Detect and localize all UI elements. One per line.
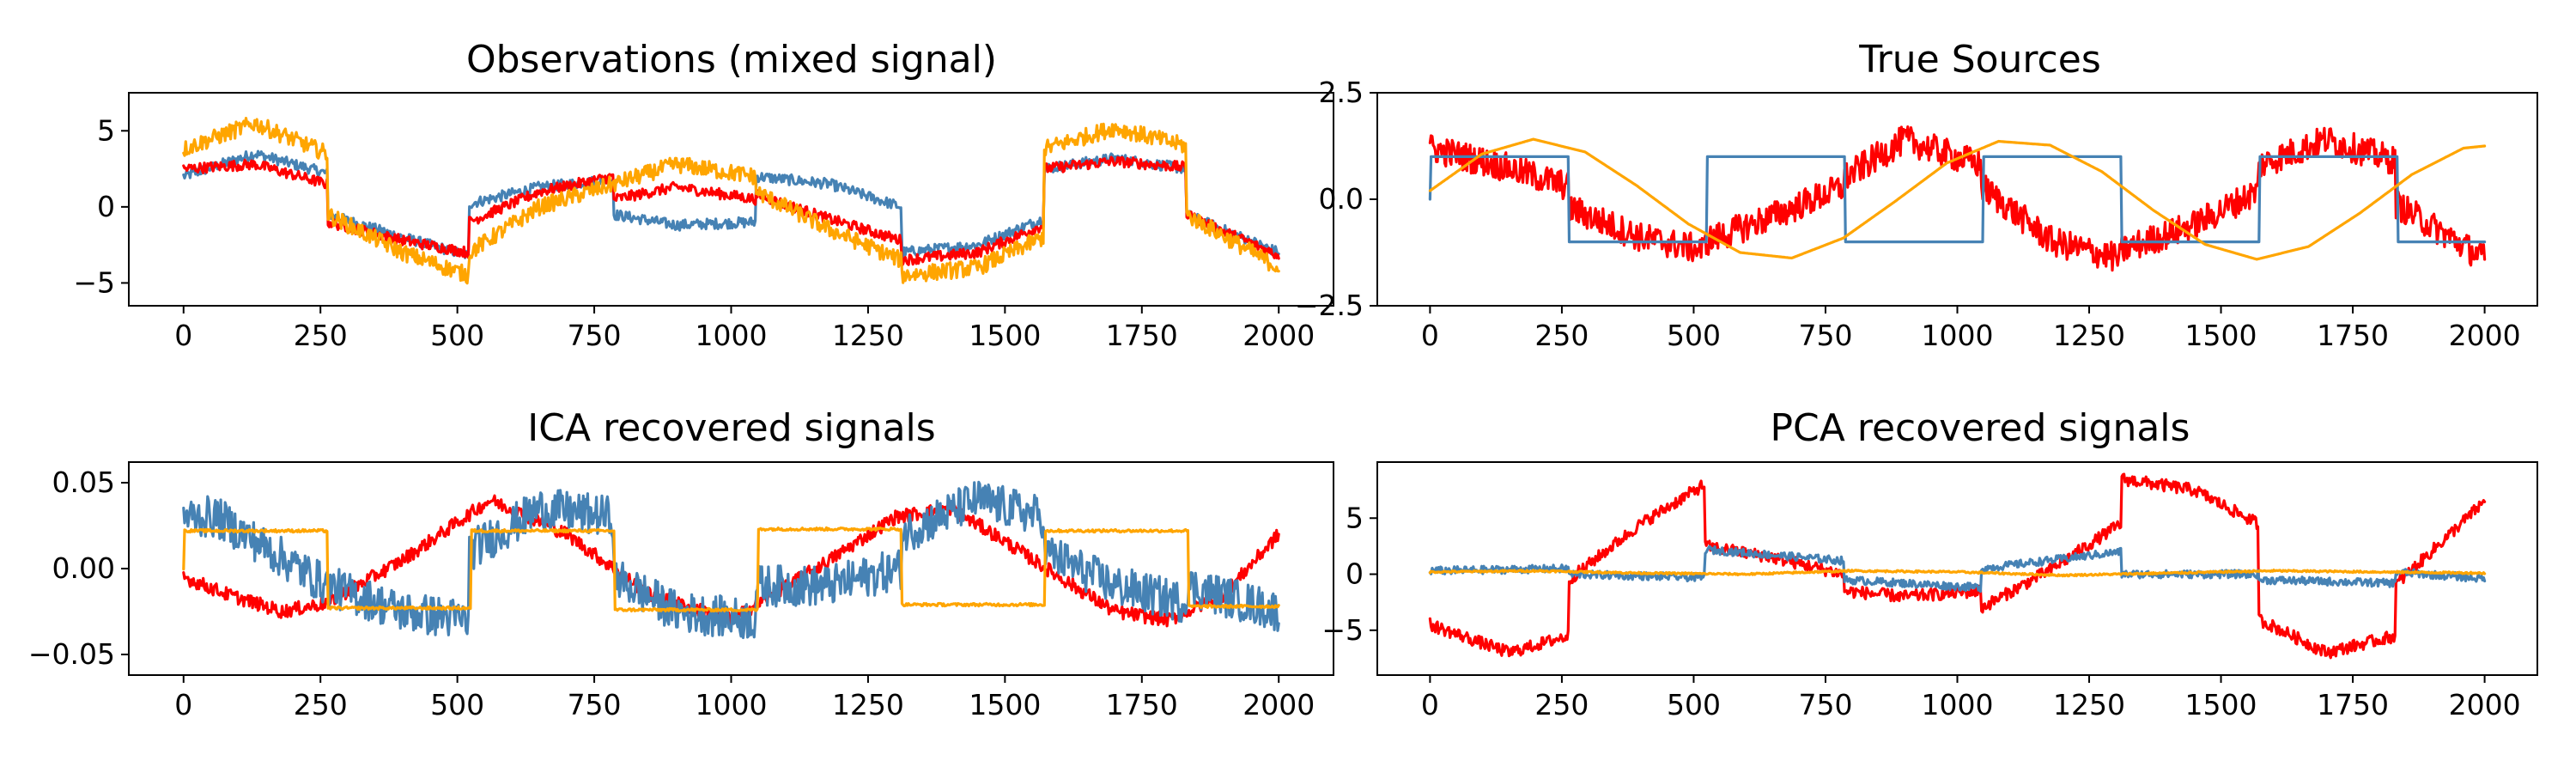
x-tick-label: 1000 [696, 688, 768, 721]
series-group [1428, 472, 2487, 660]
x-tick-label: 0 [174, 688, 192, 721]
x-tick-label: 1250 [832, 688, 904, 721]
x-tick-label: 1500 [969, 319, 1041, 352]
y-tick-label: 0.05 [52, 466, 115, 499]
x-tick-label: 1750 [1106, 688, 1178, 721]
x-tick-label: 500 [430, 688, 484, 721]
subplot-true-sources: True Sources 0 250 500 750 1000 1250 1500 1750 2… [1295, 38, 2538, 352]
y-tick-label: 2.5 [1319, 76, 1364, 109]
series-line-0 [182, 149, 1280, 259]
series-line-1 [1428, 155, 2487, 244]
subplot-title: True Sources [1858, 38, 2101, 82]
x-tick-label: 1250 [2053, 319, 2125, 352]
x-tick-label: 250 [294, 688, 348, 721]
series-line-1 [1428, 545, 2487, 593]
x-tick-label: 1750 [2317, 319, 2389, 352]
subplot-pca-recovered: PCA recovered signals 0 250 500 750 1000 1250… [1321, 406, 2538, 721]
x-tick-label: 750 [568, 319, 622, 352]
x-tick-label: 250 [1534, 319, 1589, 352]
y-tick-label: 0.00 [52, 551, 115, 585]
x-tick-label: 2000 [2449, 319, 2521, 352]
series-group [182, 480, 1280, 640]
series-line-0 [1428, 125, 2487, 272]
series-line-2 [1428, 568, 2487, 578]
x-tick-label: 1750 [1106, 319, 1178, 352]
y-tick-label: 0 [97, 190, 115, 223]
x-tick-label: 1000 [1922, 319, 1994, 352]
subplot-ica-recovered: ICA recovered signals 0 250 500 750 1000 1250… [28, 406, 1334, 721]
x-tick-label: 2000 [1242, 319, 1315, 352]
subplot-observations: Observations (mixed signal) 0 250 500 750 10… [73, 38, 1334, 352]
series-line-2 [182, 117, 1280, 285]
x-tick-label: 750 [568, 688, 622, 721]
subplot-title: ICA recovered signals [527, 406, 935, 450]
x-tick-label: 500 [1667, 688, 1721, 721]
series-line-2 [182, 526, 1280, 613]
x-tick-label: 750 [1798, 319, 1852, 352]
x-tick-label: 1750 [2317, 688, 2389, 721]
series-line-0 [1428, 472, 2487, 660]
x-tick-label: 250 [1534, 688, 1589, 721]
x-tick-label: 1250 [2053, 688, 2125, 721]
y-tick-label: 5 [97, 113, 115, 147]
x-tick-label: 2000 [1242, 688, 1315, 721]
x-tick-label: 750 [1798, 688, 1852, 721]
y-tick-label: −5 [73, 265, 115, 299]
x-tick-label: 0 [1421, 688, 1439, 721]
subplot-title: Observations (mixed signal) [466, 38, 997, 82]
x-tick-label: 1500 [969, 688, 1041, 721]
x-tick-label: 1000 [696, 319, 768, 352]
x-tick-label: 0 [1421, 319, 1439, 352]
series-line-2 [1428, 137, 2487, 261]
y-tick-label: 0.0 [1319, 182, 1364, 216]
series-group [182, 117, 1280, 285]
y-tick-label: −5 [1321, 613, 1364, 647]
y-tick-label: −2.5 [1295, 289, 1364, 322]
x-tick-label: 500 [1667, 319, 1721, 352]
y-tick-label: 0 [1346, 557, 1364, 591]
x-tick-label: 1250 [832, 319, 904, 352]
series-line-1 [182, 480, 1280, 640]
x-tick-label: 1500 [2185, 319, 2257, 352]
x-tick-label: 1000 [1922, 688, 1994, 721]
series-line-1 [182, 155, 1280, 267]
subplot-title: PCA recovered signals [1771, 406, 2190, 450]
x-tick-label: 250 [294, 319, 348, 352]
x-tick-label: 0 [174, 319, 192, 352]
x-tick-label: 500 [430, 319, 484, 352]
series-group [1428, 125, 2487, 272]
x-tick-label: 2000 [2449, 688, 2521, 721]
x-tick-label: 1500 [2185, 688, 2257, 721]
y-tick-label: −0.05 [28, 637, 115, 671]
y-tick-label: 5 [1346, 501, 1364, 534]
